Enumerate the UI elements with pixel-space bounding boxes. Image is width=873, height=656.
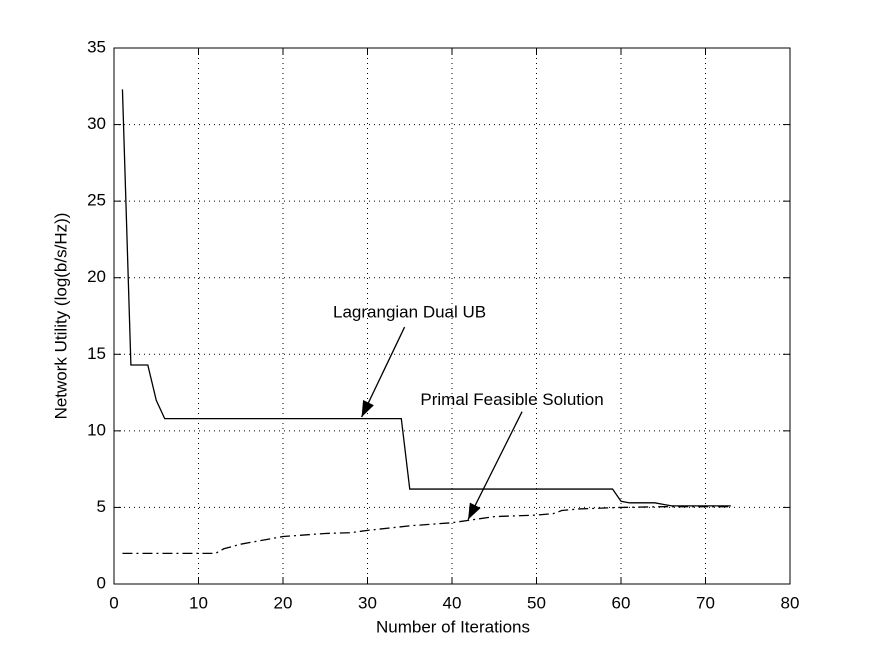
y-tick-label: 20	[87, 267, 106, 286]
arrow-head	[468, 502, 481, 520]
y-tick-label: 5	[97, 497, 106, 516]
annotation-text: Lagrangian Dual UB	[333, 303, 486, 322]
y-axis-label: Network Utility (log(b/s/Hz))	[51, 213, 70, 420]
y-tick-label: 10	[87, 420, 106, 439]
x-tick-label: 20	[274, 593, 293, 612]
y-tick-label: 35	[87, 37, 106, 56]
x-tick-label: 40	[443, 593, 462, 612]
y-tick-label: 15	[87, 344, 106, 363]
line-series	[121, 89, 731, 507]
x-tick-label: 80	[781, 593, 800, 612]
arrow-head	[361, 400, 374, 418]
x-tick-label: 70	[696, 593, 715, 612]
annotation-arrow	[360, 326, 406, 418]
x-tick-label: 10	[189, 593, 208, 612]
line-series	[122, 506, 731, 555]
x-tick-label: 60	[612, 593, 631, 612]
plot-frame	[113, 47, 791, 585]
x-tick-label: 0	[109, 593, 118, 612]
y-tick-label: 25	[87, 191, 106, 210]
x-axis-label: Number of Iterations	[376, 617, 530, 636]
annotation-text: Primal Feasible Solution	[420, 390, 603, 409]
y-tick-label: 30	[87, 114, 106, 133]
annotation-arrow	[467, 411, 523, 520]
x-tick-label: 50	[527, 593, 546, 612]
y-tick-label: 0	[97, 573, 106, 592]
x-tick-label: 30	[358, 593, 377, 612]
